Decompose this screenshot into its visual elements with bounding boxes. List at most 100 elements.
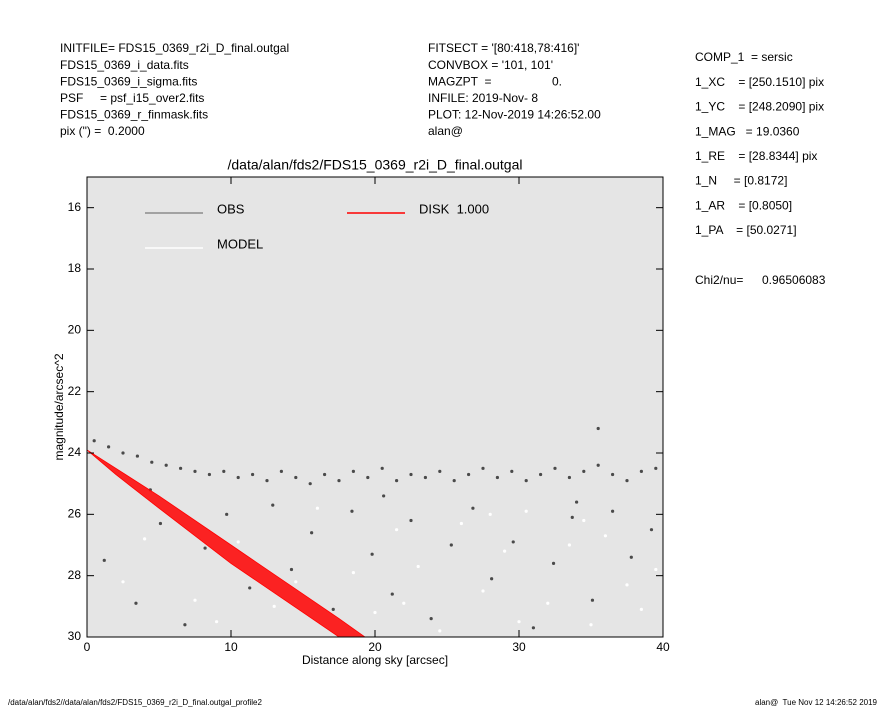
data-point	[134, 601, 138, 605]
y-tick-label: 30	[68, 629, 82, 643]
data-point	[639, 607, 644, 612]
data-point	[649, 528, 654, 532]
x-axis-title: Distance along sky [arcsec]	[302, 653, 448, 667]
header-line: 1_N = [0.8172]	[695, 174, 787, 188]
data-point	[611, 509, 615, 513]
data-point	[402, 601, 406, 605]
data-point	[382, 494, 386, 498]
data-point	[207, 472, 211, 477]
data-point	[481, 589, 485, 593]
y-tick-label: 24	[68, 445, 82, 459]
data-point	[452, 479, 456, 483]
header-line: alan@	[428, 124, 463, 138]
legend-label: DISK 1.000	[419, 201, 489, 216]
plot-area	[87, 426, 658, 637]
data-point	[158, 521, 163, 526]
data-point	[416, 564, 420, 569]
y-axis-title: magnitude/arcsec^2	[52, 353, 66, 460]
data-point	[596, 463, 600, 467]
data-point	[225, 512, 229, 516]
header-line: INITFILE= FDS15_0369_r2i_D_final.outgal	[60, 41, 289, 55]
data-point	[279, 469, 283, 473]
data-point	[331, 607, 335, 612]
data-point	[315, 506, 319, 510]
data-point	[150, 460, 154, 464]
data-point	[323, 472, 327, 477]
footer-right: alan@ Tue Nov 12 14:26:52 2019	[755, 698, 878, 707]
data-point	[272, 604, 276, 608]
data-point	[351, 469, 355, 473]
header-line: FDS15_0369_i_data.fits	[60, 58, 189, 72]
data-point	[510, 469, 514, 473]
data-point	[409, 472, 413, 477]
data-point	[236, 540, 240, 544]
data-point	[308, 482, 312, 486]
data-point	[551, 561, 556, 566]
x-tick-label: 40	[656, 640, 670, 654]
data-point	[351, 571, 355, 575]
data-point	[366, 475, 370, 480]
header-line: PLOT: 12-Nov-2019 14:26:52.00	[428, 108, 601, 122]
y-tick-label: 28	[68, 568, 82, 582]
data-point	[143, 537, 147, 541]
data-point	[121, 451, 125, 455]
y-tick-label: 20	[68, 323, 82, 337]
header-line: FDS15_0369_i_sigma.fits	[60, 74, 197, 88]
header-line: INFILE: 2019-Nov- 8	[428, 91, 538, 105]
x-tick-label: 10	[224, 640, 238, 654]
header-line: 1_MAG = 19.0360	[695, 124, 800, 138]
legend-label: OBS	[217, 201, 245, 216]
data-point	[265, 479, 269, 483]
data-point	[350, 509, 354, 513]
data-point	[271, 503, 275, 507]
data-point	[471, 506, 475, 510]
data-point	[370, 552, 374, 556]
data-point	[524, 479, 528, 483]
header-line: FDS15_0369_r_finmask.fits	[60, 108, 208, 122]
data-point	[531, 626, 536, 630]
data-point	[567, 475, 572, 480]
header-line: 1_RE = [28.8344] pix	[695, 149, 817, 163]
data-point	[289, 567, 294, 572]
data-point	[92, 439, 96, 443]
footer-left: /data/alan/fds2//data/alan/fds2/FDS15_03…	[8, 698, 263, 707]
header-line: COMP_1 = sersic	[695, 50, 793, 64]
x-tick-label: 0	[84, 640, 91, 654]
data-point	[490, 577, 494, 581]
data-point	[380, 466, 384, 470]
data-point	[467, 472, 471, 477]
data-point	[429, 617, 433, 621]
x-tick-label: 20	[368, 640, 382, 654]
data-point	[222, 469, 226, 473]
header-value: 0.	[552, 74, 562, 88]
data-point	[625, 479, 629, 483]
data-point	[553, 466, 557, 470]
data-point	[102, 558, 106, 562]
legend-label: MODEL	[217, 236, 263, 251]
data-point	[611, 472, 615, 477]
data-point	[596, 426, 600, 431]
data-point	[570, 515, 574, 520]
data-point	[495, 475, 499, 480]
data-point	[481, 466, 485, 470]
data-point	[390, 592, 394, 596]
data-point	[539, 472, 543, 477]
data-point	[395, 479, 399, 483]
header-line: 1_YC = [248.2090] pix	[695, 100, 824, 114]
data-point	[582, 469, 586, 473]
data-point	[603, 534, 608, 538]
data-point	[164, 463, 168, 467]
data-point	[373, 610, 377, 615]
data-point	[215, 620, 219, 624]
header-line: FITSECT = '[80:418,78:416]'	[428, 41, 579, 55]
chi2-label: Chi2/nu=	[695, 273, 743, 287]
data-point	[438, 469, 442, 473]
data-point	[438, 629, 442, 633]
data-point	[625, 583, 629, 587]
data-point	[248, 586, 252, 590]
data-point	[654, 466, 658, 470]
data-point	[449, 543, 453, 547]
data-point	[236, 475, 240, 480]
data-point	[488, 512, 492, 516]
